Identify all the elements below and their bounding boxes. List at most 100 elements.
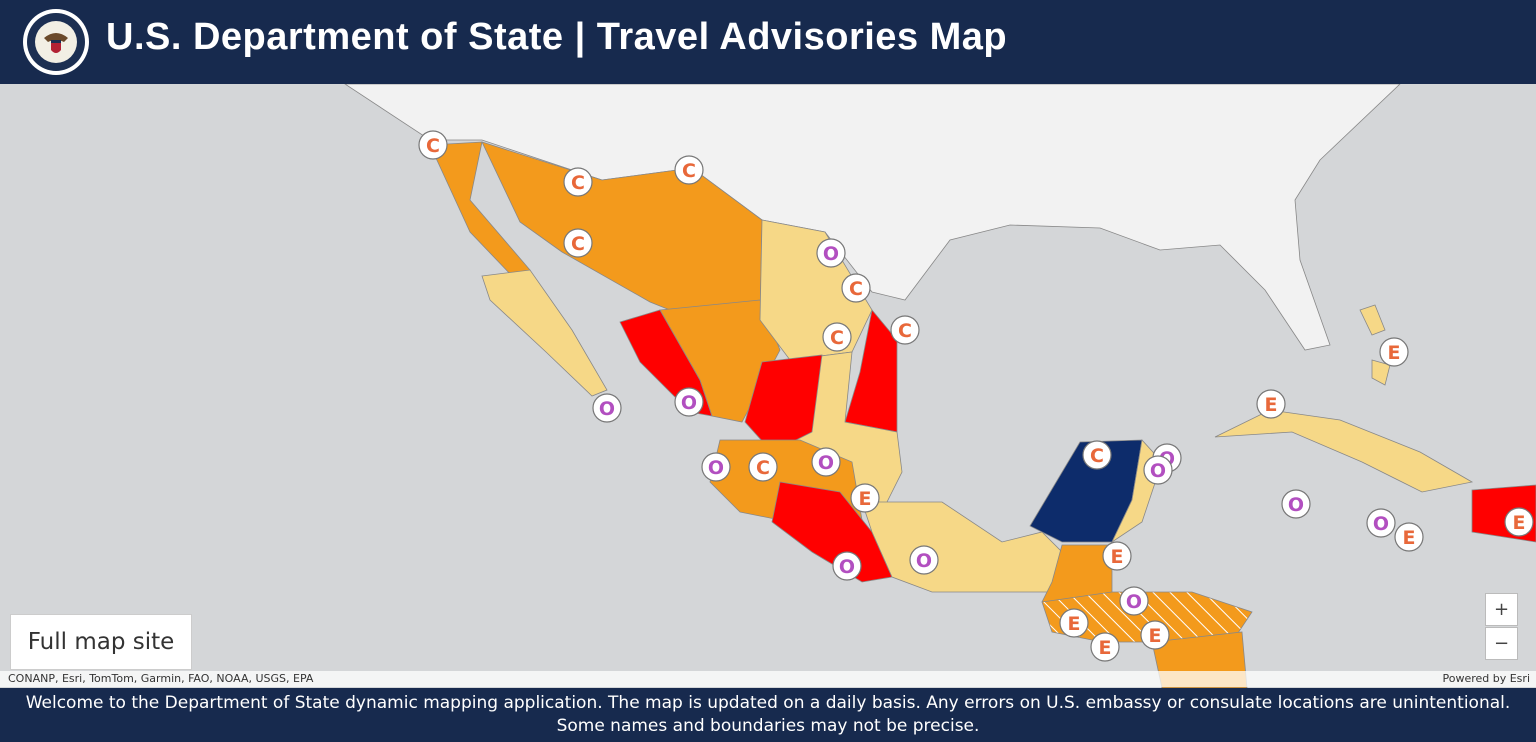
attribution-bar: CONANP, Esri, TomTom, Garmin, FAO, NOAA,… (0, 671, 1536, 687)
marker-label: O (1373, 513, 1389, 535)
marker-label: O (1150, 460, 1166, 482)
marker-label: E (1265, 394, 1278, 416)
full-map-link[interactable]: Full map site (10, 614, 192, 670)
marker-circle (674, 155, 704, 185)
location-marker[interactable]: O (701, 452, 731, 482)
marker-circle (748, 452, 778, 482)
marker-label: O (708, 457, 724, 479)
marker-label: C (1090, 445, 1104, 467)
seal (23, 9, 89, 75)
marker-circle (822, 322, 852, 352)
marker-circle (832, 551, 862, 581)
marker-label: O (1126, 591, 1142, 613)
marker-label: C (571, 172, 585, 194)
marker-circle (811, 447, 841, 477)
marker-circle (674, 387, 704, 417)
marker-label: O (839, 556, 855, 578)
zoom-in[interactable]: + (1485, 593, 1518, 626)
marker-label: O (681, 392, 697, 414)
marker-label: O (823, 243, 839, 265)
location-marker[interactable]: O (674, 387, 704, 417)
markers: CCCCOCCCEOOEOCOECOOOOEEOOEOEEE (418, 130, 1534, 662)
marker-label: O (599, 398, 615, 420)
attribution: CONANP, Esri, TomTom, Garmin, FAO, NOAA,… (8, 672, 314, 685)
location-marker[interactable]: O (1119, 586, 1149, 616)
location-marker[interactable]: O (1143, 455, 1173, 485)
location-marker[interactable]: E (1140, 620, 1170, 650)
marker-label: O (818, 452, 834, 474)
location-marker[interactable]: E (1090, 632, 1120, 662)
marker-circle (1059, 608, 1089, 638)
marker-label: C (830, 327, 844, 349)
location-marker[interactable]: E (1379, 337, 1409, 367)
location-marker[interactable]: C (841, 273, 871, 303)
marker-circle (701, 452, 731, 482)
location-marker[interactable]: C (822, 322, 852, 352)
location-marker[interactable]: C (890, 315, 920, 345)
marker-label: E (859, 488, 872, 510)
marker-label: E (1111, 546, 1124, 568)
marker-circle (1140, 620, 1170, 650)
location-marker[interactable]: E (1059, 608, 1089, 638)
marker-label: E (1388, 342, 1401, 364)
marker-circle (1090, 632, 1120, 662)
location-marker[interactable]: O (832, 551, 862, 581)
header: U.S. Department of State | Travel Adviso… (0, 0, 1536, 84)
marker-circle (816, 238, 846, 268)
marker-label: E (1068, 613, 1081, 635)
marker-circle (909, 545, 939, 575)
marker-circle (592, 393, 622, 423)
location-marker[interactable]: O (816, 238, 846, 268)
title: U.S. Department of State | Travel Adviso… (106, 16, 1008, 58)
footer-line: Some names and boundaries may not be pre… (556, 716, 980, 736)
marker-circle (890, 315, 920, 345)
marker-label: E (1149, 625, 1162, 647)
marker-circle (1256, 389, 1286, 419)
marker-label: C (682, 160, 696, 182)
location-marker[interactable]: E (1394, 522, 1424, 552)
location-marker[interactable]: E (850, 483, 880, 513)
location-marker[interactable]: E (1504, 507, 1534, 537)
marker-label: C (571, 233, 585, 255)
location-marker[interactable]: C (418, 130, 448, 160)
marker-label: C (849, 278, 863, 300)
marker-circle (563, 228, 593, 258)
marker-circle (1281, 489, 1311, 519)
marker-label: E (1403, 527, 1416, 549)
location-marker[interactable]: E (1256, 389, 1286, 419)
location-marker[interactable]: C (563, 167, 593, 197)
marker-circle (1102, 541, 1132, 571)
footer: Welcome to the Department of State dynam… (0, 688, 1536, 742)
location-marker[interactable]: O (909, 545, 939, 575)
location-marker[interactable]: O (1281, 489, 1311, 519)
marker-circle (1119, 586, 1149, 616)
footer-line: Welcome to the Department of State dynam… (25, 693, 1511, 713)
marker-circle (418, 130, 448, 160)
location-marker[interactable]: C (674, 155, 704, 185)
location-marker[interactable]: C (563, 228, 593, 258)
marker-label: E (1513, 512, 1526, 534)
location-marker[interactable]: O (592, 393, 622, 423)
marker-label: O (1288, 494, 1304, 516)
marker-label: O (916, 550, 932, 572)
zoom-out[interactable]: − (1485, 627, 1518, 660)
map: CCCCOCCCEOOEOCOECOOOOEEOOEOEEE (0, 84, 1536, 688)
location-marker[interactable]: O (1366, 508, 1396, 538)
marker-circle (1504, 507, 1534, 537)
marker-circle (1379, 337, 1409, 367)
location-marker[interactable]: O (811, 447, 841, 477)
marker-label: E (1099, 637, 1112, 659)
marker-circle (1394, 522, 1424, 552)
marker-label: C (898, 320, 912, 342)
marker-circle (850, 483, 880, 513)
marker-label: C (426, 135, 440, 157)
location-marker[interactable]: C (1082, 440, 1112, 470)
marker-circle (563, 167, 593, 197)
marker-circle (1082, 440, 1112, 470)
location-marker[interactable]: E (1102, 541, 1132, 571)
marker-circle (841, 273, 871, 303)
marker-label: C (756, 457, 770, 479)
location-marker[interactable]: C (748, 452, 778, 482)
marker-circle (1366, 508, 1396, 538)
